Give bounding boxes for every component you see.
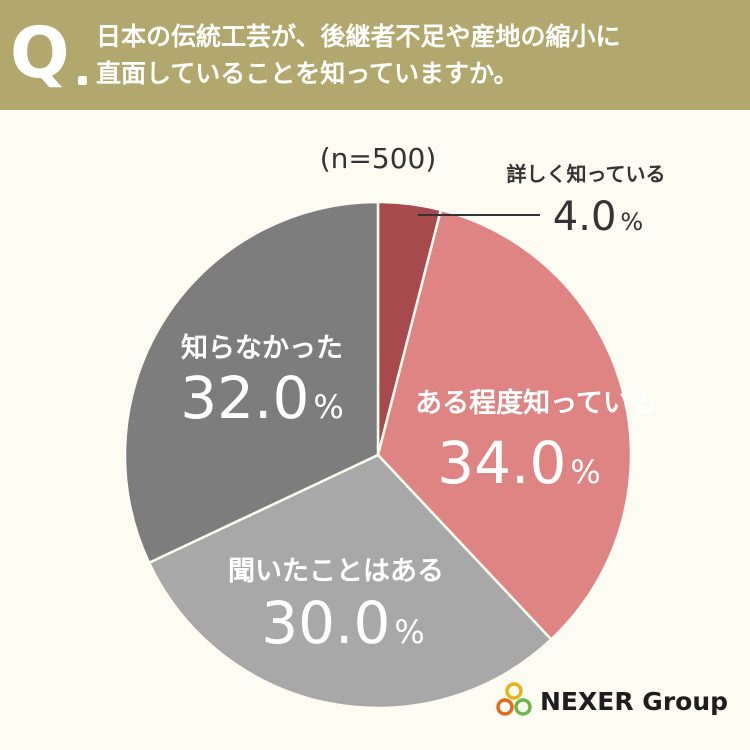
nexer-group-logo: NEXER Group xyxy=(494,681,728,721)
nexer-rings-icon xyxy=(496,682,532,716)
pie-slice-4 xyxy=(123,200,380,565)
question-line-2: 直面していることを知っていますか。 xyxy=(96,59,519,88)
q-mark: Q xyxy=(10,8,87,98)
slice-label-3: 聞いたことはある xyxy=(228,556,444,587)
logo-text: NEXER Group xyxy=(540,686,729,716)
slice-label-1: 詳しく知っている xyxy=(507,162,666,186)
slice-label-2: ある程度知っている xyxy=(415,387,657,419)
pie-slice-2 xyxy=(376,208,633,642)
sample-size-label: (n=500) xyxy=(320,142,437,175)
slice-value-1: 4.0% xyxy=(553,194,643,240)
q-mark-dot xyxy=(78,76,87,85)
q-mark-letter: Q xyxy=(10,12,70,94)
slice-value-3: 30.0% xyxy=(261,589,425,657)
slice-value-2: 34.0% xyxy=(437,429,601,497)
question-text: 日本の伝統工芸が、後継者不足や産地の縮小に 直面していることを知っていますか。 xyxy=(96,18,736,92)
question-line-1: 日本の伝統工芸が、後継者不足や産地の縮小に xyxy=(96,22,621,51)
pie-slice-3 xyxy=(147,453,553,710)
slice-value-4: 32.0% xyxy=(180,364,344,432)
slice-label-4: 知らなかった xyxy=(181,333,343,364)
question-header: Q 日本の伝統工芸が、後継者不足や産地の縮小に 直面していることを知っていますか… xyxy=(0,0,750,110)
